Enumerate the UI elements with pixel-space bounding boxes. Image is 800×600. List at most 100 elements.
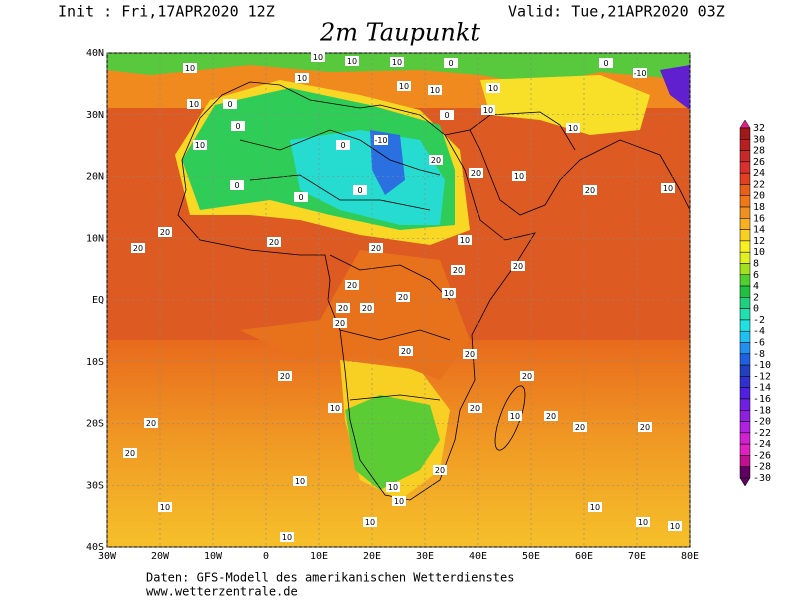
contour-label: 20 (125, 449, 135, 458)
colorbar-box (739, 184, 751, 196)
contour-label: 20 (470, 404, 480, 413)
colorbar-box (739, 364, 751, 377)
contour-label-box (187, 99, 201, 109)
contour-label-box (293, 476, 307, 486)
colorbar-box (739, 330, 751, 343)
asia-purple (660, 65, 690, 110)
contour-label: 0 (444, 111, 449, 120)
contour-label-box (463, 349, 477, 359)
contour-label-box (468, 403, 482, 413)
contour-label: 10 (392, 58, 402, 67)
contour-label-box (158, 227, 172, 237)
contour-label-box (392, 496, 406, 506)
contour-label: 10 (670, 522, 680, 531)
contour-label: 10 (394, 497, 404, 506)
colorbar-label: -2 (753, 315, 765, 326)
colorbar-end (739, 477, 751, 487)
colorbar-label: 32 (753, 123, 765, 134)
contour-label: 10 (185, 64, 195, 73)
x-tick-label: 30E (416, 551, 434, 562)
contour-label-box (442, 288, 456, 298)
colorbar-label: -22 (753, 428, 771, 439)
contour-label-box (429, 155, 443, 165)
y-tick-label: 30N (86, 110, 104, 121)
contour-label: 0 (448, 59, 453, 68)
colorbar-label: 24 (753, 168, 765, 179)
contour-label: 10 (388, 483, 398, 492)
colorbar-box (739, 195, 751, 208)
colorbar-box (739, 353, 751, 366)
contour-label-box (661, 183, 675, 193)
colorbar-label: -12 (753, 371, 771, 382)
x-tick-label: 10W (204, 551, 223, 562)
colorbar-label: -16 (753, 394, 771, 405)
colorbar-box (739, 308, 751, 321)
contour-label: -10 (633, 69, 646, 78)
colorbar-box (739, 150, 751, 163)
contour-label-box (311, 52, 325, 62)
colorbar-box (739, 398, 751, 411)
contour-label-box (444, 58, 458, 68)
colorbar-end (739, 119, 751, 129)
contour-label-box (451, 265, 465, 275)
contour-label-box (566, 123, 580, 133)
colorbar-label: -10 (753, 360, 771, 371)
colorbar: 32302826242220181614121086420-2-4-6-8-10… (739, 119, 771, 487)
colorbar-box (739, 240, 751, 253)
colorbar-box (739, 319, 751, 332)
colorbar-label: 30 (753, 134, 765, 145)
south-africa-green (345, 395, 440, 490)
y-tick-label: 10N (86, 233, 104, 244)
colorbar-box (739, 139, 751, 151)
colorbar-label: -30 (753, 473, 771, 484)
colorbar-label: 2 (753, 292, 759, 303)
contour-labels: 10 10 10 10 0 10 10 10 10 10 0 0 0 -10 10 0 10 0 0 0 20 10 20 2… (123, 52, 682, 542)
contour-label: 0 (234, 181, 239, 190)
contour-label-box (267, 237, 281, 247)
contour-label-box (223, 99, 237, 109)
contour-label-box (336, 303, 350, 313)
contour-label: 10 (347, 57, 357, 66)
north-green (107, 53, 690, 85)
graticule: 30W 20W 10W 0 10E 20E 30E 40E 50E 60E 70E 80E 40N 30N… (86, 48, 699, 562)
contour-label-box (397, 81, 411, 91)
contour-label-box (544, 411, 558, 421)
contour-label-box (363, 517, 377, 527)
contour-label: 10 (568, 124, 578, 133)
colorbar-box (739, 206, 751, 219)
contour-label-box (440, 110, 454, 120)
contour-label-box (486, 83, 500, 93)
colorbar-box (739, 274, 751, 287)
contour-label: 20 (280, 372, 290, 381)
contour-label-box (333, 318, 347, 328)
contour-label: 10 (590, 503, 600, 512)
contour-label: 0 (603, 59, 608, 68)
contour-label: 0 (357, 186, 362, 195)
contour-label: 10 (295, 477, 305, 486)
contour-label: 0 (235, 122, 240, 131)
x-tick-label: 50E (522, 551, 540, 562)
colorbar-box (739, 443, 751, 456)
colorbar-box (739, 376, 751, 388)
contour-label: 20 (575, 423, 585, 432)
contour-label: 10 (444, 289, 454, 298)
contour-label-box (599, 58, 613, 68)
contour-label: 10 (488, 84, 498, 93)
contour-label: 20 (453, 266, 463, 275)
contour-label-box (390, 57, 404, 67)
x-tick-label: 20E (363, 551, 381, 562)
colorbar-box (739, 161, 751, 174)
contour-label: 20 (269, 238, 279, 247)
sahara-cyan (290, 130, 445, 225)
x-tick-label: 60E (575, 551, 593, 562)
contour-label: 10 (430, 86, 440, 95)
contour-label-box (280, 532, 294, 542)
y-tick-label: 40N (86, 48, 104, 59)
colorbar-label: 22 (753, 179, 765, 190)
colorbar-label: -20 (753, 417, 771, 428)
contour-label: 20 (640, 423, 650, 432)
contour-label-box (278, 371, 292, 381)
colorbar-label: 18 (753, 202, 765, 213)
contour-label-box (131, 243, 145, 253)
colorbar-box (739, 263, 751, 276)
